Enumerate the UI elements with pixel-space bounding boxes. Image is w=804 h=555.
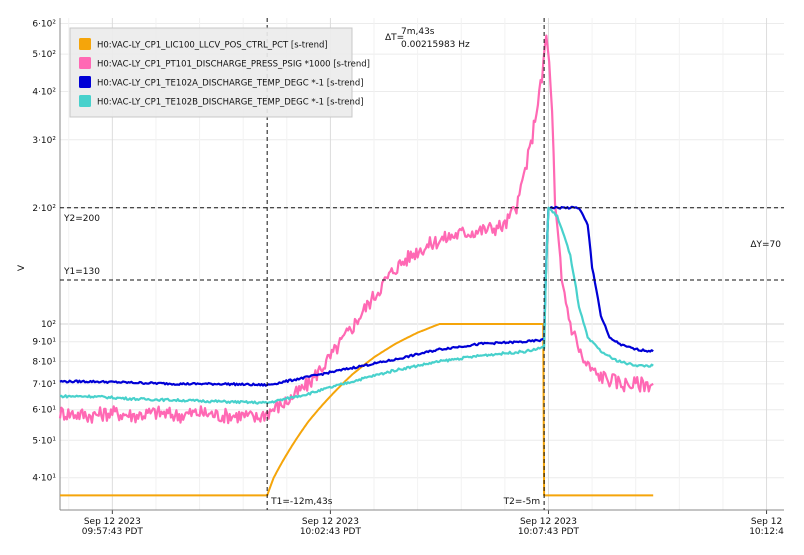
- axis-layer: 4·10¹ 5·10¹ 6·10¹ 7·10¹ 8·10¹ 9·10¹ 10² 2·10² 3·…: [32, 18, 784, 537]
- series-layer: [58, 34, 654, 497]
- y-tick-label: 7·10¹: [32, 380, 56, 390]
- legend-swatch: [79, 57, 91, 69]
- series-0: [60, 323, 654, 497]
- y-tick-label: 6·10¹: [32, 406, 56, 416]
- y-tick-label: 5·10¹: [32, 436, 56, 446]
- legend-swatch: [79, 95, 91, 107]
- y1-cursor-label: Y1=130: [63, 267, 100, 277]
- legend-box: [69, 27, 353, 118]
- y-tick-label: 3·10²: [32, 136, 56, 146]
- series-3: [59, 206, 654, 405]
- x-tick-label-time: 09:57:43 PDT: [82, 527, 144, 537]
- y-axis-label: V: [17, 264, 27, 271]
- x-tick-label-date: Sep 12: [751, 517, 782, 527]
- legend-item[interactable]: H0:VAC-LY_CP1_LIC100_LLCV_POS_CTRL_PCT […: [79, 38, 328, 51]
- y-tick-label: 8·10¹: [32, 357, 56, 367]
- t1-cursor-label: T1=-12m,43s: [270, 497, 333, 507]
- series-line: [58, 34, 654, 425]
- legend-label: H0:VAC-LY_CP1_PT101_DISCHARGE_PRESS_PSIG…: [97, 60, 370, 70]
- cursor-layer[interactable]: T1=-12m,43s T2=-5m Y1=130 Y2=200 ΔY=70 ΔT=7m,…: [60, 18, 784, 510]
- legend-label: H0:VAC-LY_CP1_TE102B_DISCHARGE_TEMP_DEGC…: [97, 98, 364, 108]
- series-line: [59, 206, 654, 405]
- x-tick-label-date: Sep 12 2023: [302, 517, 359, 527]
- delta-y-label: ΔY=70: [750, 240, 781, 250]
- legend-swatch: [79, 76, 91, 88]
- delta-t-frequency: 0.00215983 Hz: [401, 40, 470, 50]
- series-1: [58, 34, 654, 425]
- legend-item[interactable]: H0:VAC-LY_CP1_TE102B_DISCHARGE_TEMP_DEGC…: [79, 95, 364, 108]
- legend-item[interactable]: H0:VAC-LY_CP1_PT101_DISCHARGE_PRESS_PSIG…: [79, 57, 370, 70]
- delta-t-value: 7m,43s: [401, 27, 435, 37]
- y-tick-label: 4·10¹: [32, 474, 56, 484]
- t2-cursor-label: T2=-5m: [503, 497, 541, 507]
- y-tick-label: 5·10²: [32, 50, 56, 60]
- legend[interactable]: H0:VAC-LY_CP1_LIC100_LLCV_POS_CTRL_PCT […: [69, 27, 370, 118]
- y-tick-label: 6·10²: [32, 19, 56, 29]
- y-tick-label: 10²: [41, 320, 56, 330]
- y-tick-label: 9·10¹: [32, 338, 56, 348]
- y-tick-label: 4·10²: [32, 88, 56, 98]
- legend-item[interactable]: H0:VAC-LY_CP1_TE102A_DISCHARGE_TEMP_DEGC…: [79, 76, 364, 89]
- series-line: [59, 205, 654, 387]
- series-2: [59, 205, 654, 387]
- delta-t-label: ΔT=: [385, 33, 404, 43]
- x-tick-label-time: 10:02:43 PDT: [300, 527, 362, 537]
- x-tick-label-date: Sep 12 2023: [520, 517, 577, 527]
- x-tick-label-date: Sep 12 2023: [84, 517, 141, 527]
- legend-swatch: [79, 38, 91, 50]
- series-line: [60, 323, 654, 497]
- x-tick-label-time: 10:12:4: [749, 527, 784, 537]
- y2-cursor-label: Y2=200: [63, 214, 100, 224]
- y-tick-label: 2·10²: [32, 204, 56, 214]
- x-tick-label-time: 10:07:43 PDT: [518, 527, 580, 537]
- legend-label: H0:VAC-LY_CP1_TE102A_DISCHARGE_TEMP_DEGC…: [97, 79, 364, 89]
- legend-label: H0:VAC-LY_CP1_LIC100_LLCV_POS_CTRL_PCT […: [97, 41, 328, 51]
